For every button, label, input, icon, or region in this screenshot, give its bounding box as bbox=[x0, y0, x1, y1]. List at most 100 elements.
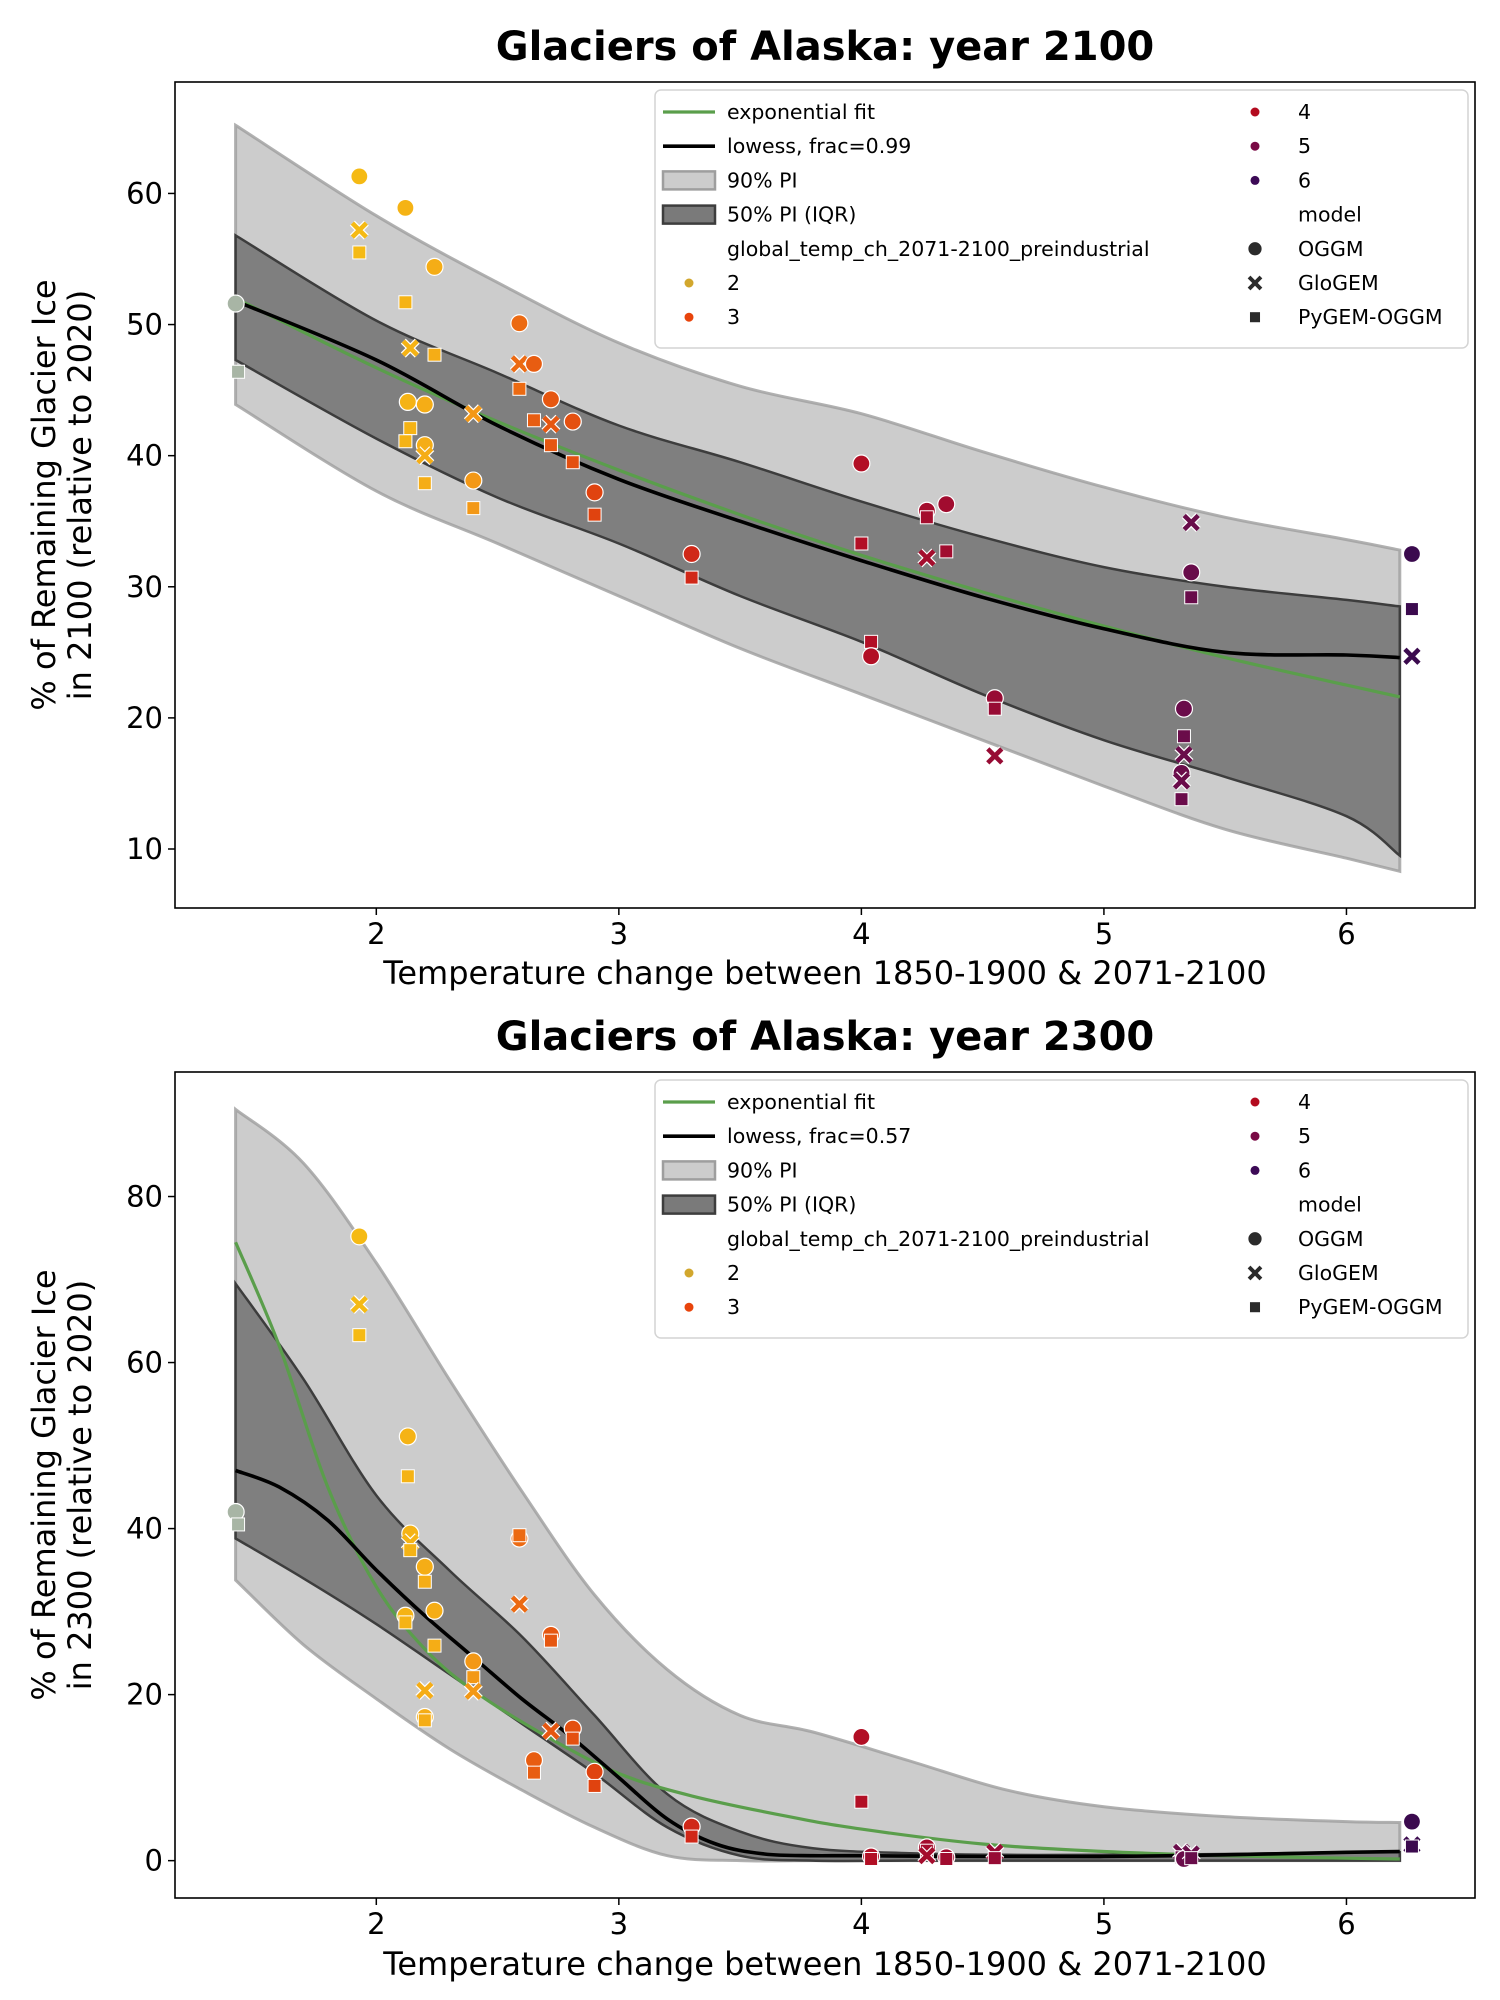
lowess-line bbox=[234, 299, 1400, 660]
data-point bbox=[466, 1670, 481, 1685]
legend-hue-marker bbox=[684, 312, 694, 322]
legend-hue-label: 2 bbox=[727, 271, 740, 295]
data-points bbox=[226, 1227, 1422, 1869]
y-tick-label: 10 bbox=[126, 832, 163, 866]
data-point bbox=[1404, 602, 1419, 617]
data-point bbox=[350, 167, 369, 186]
data-point bbox=[684, 1829, 699, 1844]
legend-model-label: PyGEM-OGGM bbox=[1298, 1295, 1443, 1319]
plot-area bbox=[226, 1106, 1422, 1869]
data-point bbox=[509, 354, 529, 374]
legend-model-marker bbox=[1247, 240, 1263, 257]
data-point bbox=[398, 1615, 413, 1630]
data-point bbox=[864, 1851, 879, 1866]
data-point bbox=[510, 314, 529, 333]
legend-hue-marker bbox=[684, 278, 694, 288]
y-tick-label: 30 bbox=[126, 570, 163, 604]
legend-label-lowess: lowess, frac=0.57 bbox=[727, 1124, 911, 1148]
data-point bbox=[854, 1794, 869, 1809]
x-tick-label: 3 bbox=[610, 917, 628, 951]
data-point bbox=[1402, 646, 1422, 666]
data-point bbox=[417, 1574, 432, 1589]
data-point bbox=[464, 1652, 483, 1671]
legend-label-90pi: 90% PI bbox=[727, 168, 798, 192]
data-point bbox=[400, 338, 420, 358]
data-point bbox=[585, 1762, 604, 1781]
data-point bbox=[398, 1427, 417, 1446]
data-point bbox=[1184, 1851, 1199, 1866]
data-point bbox=[512, 381, 527, 396]
legend-label-50pi: 50% PI (IQR) bbox=[727, 203, 856, 227]
data-point bbox=[684, 570, 699, 585]
legend: exponential fit lowess, frac=0.57 90% PI 50… bbox=[654, 1079, 1469, 1339]
legend-model-label: GloGEM bbox=[1298, 271, 1379, 295]
legend-box bbox=[654, 89, 1469, 349]
data-point bbox=[417, 476, 432, 491]
chart-title: Glaciers of Alaska: year 2300 bbox=[496, 1014, 1155, 1060]
data-point bbox=[464, 471, 483, 490]
legend-model-marker bbox=[1247, 1230, 1263, 1247]
y-tick-label: 60 bbox=[126, 176, 163, 210]
y-tick-label: 60 bbox=[126, 1346, 163, 1380]
data-point bbox=[349, 1294, 369, 1314]
legend-style-title: model bbox=[1298, 1193, 1362, 1217]
data-point bbox=[864, 634, 879, 649]
data-point bbox=[917, 1846, 937, 1866]
data-point bbox=[543, 438, 558, 453]
chart-title: Glaciers of Alaska: year 2100 bbox=[496, 24, 1155, 70]
exponential-fit-line bbox=[234, 1241, 1400, 1861]
data-point bbox=[1182, 563, 1201, 582]
legend-hue-label: 3 bbox=[727, 1295, 740, 1319]
legend-hue-marker bbox=[1250, 1097, 1260, 1107]
data-point bbox=[682, 544, 701, 564]
y-tick-label: 40 bbox=[126, 1512, 163, 1546]
legend-hue-label: 4 bbox=[1298, 1090, 1311, 1114]
data-point bbox=[425, 1601, 444, 1620]
data-point bbox=[987, 701, 1002, 716]
data-point bbox=[541, 1721, 561, 1741]
legend-handle-90pi bbox=[661, 1160, 717, 1181]
legend-model-marker bbox=[1246, 1264, 1264, 1282]
data-point bbox=[350, 1227, 369, 1246]
data-point bbox=[1174, 699, 1194, 718]
data-point bbox=[417, 1713, 432, 1728]
data-point bbox=[1184, 590, 1199, 605]
data-point bbox=[526, 413, 541, 428]
data-point bbox=[231, 1517, 246, 1532]
data-point bbox=[852, 1727, 871, 1747]
data-point bbox=[1172, 771, 1192, 791]
data-point bbox=[585, 483, 604, 502]
legend-model-marker bbox=[1246, 274, 1264, 292]
data-point bbox=[563, 412, 582, 431]
x-tick-label: 6 bbox=[1337, 917, 1355, 951]
data-point bbox=[352, 245, 367, 260]
data-point bbox=[403, 1543, 418, 1558]
data-point bbox=[526, 1765, 541, 1780]
data-points bbox=[226, 167, 1422, 807]
data-point bbox=[1176, 729, 1191, 744]
x-axis-label: Temperature change between 1850-1900 & 2… bbox=[382, 1945, 1267, 1983]
chart-2100: 2 3 4 5 6 10 20 30 40 50 60 Glaciers of Alaska: yea… bbox=[25, 24, 1476, 992]
legend-hue-marker bbox=[1250, 141, 1260, 151]
y-tick-label: 40 bbox=[126, 439, 163, 473]
x-tick-label: 5 bbox=[1095, 917, 1113, 951]
data-point bbox=[524, 354, 544, 373]
data-point bbox=[398, 392, 417, 412]
legend-handle-50pi bbox=[661, 204, 717, 225]
y-axis-label-line: in 2100 (relative to 2020) bbox=[61, 290, 99, 701]
lowess-line bbox=[234, 1468, 1400, 1859]
data-point bbox=[1181, 513, 1201, 533]
legend-hue-marker bbox=[684, 1268, 694, 1278]
y-axis-label-line: % of Remaining Glacier Ice bbox=[25, 1269, 63, 1700]
legend-handle-50pi bbox=[661, 1194, 717, 1215]
legend-hue-label: 6 bbox=[1298, 1158, 1311, 1182]
data-point bbox=[1402, 1812, 1422, 1831]
legend-model-label: PyGEM-OGGM bbox=[1298, 305, 1443, 329]
data-point bbox=[396, 198, 415, 217]
data-point bbox=[987, 1851, 1002, 1866]
x-axis-label: Temperature change between 1850-1900 & 2… bbox=[382, 954, 1267, 992]
data-point bbox=[463, 1681, 483, 1701]
x-tick-label: 3 bbox=[610, 1907, 628, 1941]
